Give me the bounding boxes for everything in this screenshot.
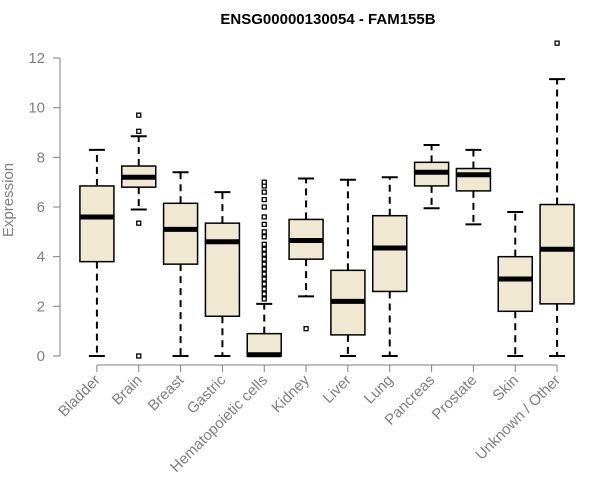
box-rect-7 bbox=[372, 214, 408, 293]
y-tick-label-12: 12 bbox=[28, 50, 45, 67]
outlier-4-3 bbox=[261, 281, 267, 287]
outlier-4-12 bbox=[261, 234, 267, 240]
outlier-4-14 bbox=[261, 221, 267, 228]
x-tick-label-6: Liver bbox=[320, 372, 355, 407]
x-tick-label-0: Bladder bbox=[55, 372, 104, 421]
outlier-1-0 bbox=[136, 112, 142, 118]
outlier-1-3 bbox=[136, 353, 142, 359]
y-axis-label: Expression bbox=[0, 163, 17, 237]
box-10 bbox=[497, 210, 533, 357]
outlier-4-1 bbox=[261, 291, 267, 297]
box-6 bbox=[330, 178, 366, 357]
box-5 bbox=[288, 177, 324, 332]
box-3 bbox=[204, 191, 241, 357]
box-4 bbox=[246, 179, 282, 358]
box-rect-10 bbox=[497, 255, 533, 313]
box-rect-3 bbox=[204, 222, 241, 318]
outlier-4-5 bbox=[261, 271, 267, 277]
outlier-4-8 bbox=[261, 256, 267, 262]
outlier-4-9 bbox=[261, 251, 267, 257]
box-rect-0 bbox=[79, 185, 115, 263]
y-tick-label-8: 8 bbox=[37, 149, 45, 166]
box-8 bbox=[413, 143, 450, 210]
outlier-4-16 bbox=[261, 204, 267, 210]
outlier-4-11 bbox=[261, 241, 267, 247]
y-tick-label-10: 10 bbox=[28, 100, 45, 117]
box-rect-9 bbox=[455, 167, 492, 192]
x-tick-label-7: Lung bbox=[361, 372, 397, 408]
y-tick-label-6: 6 bbox=[37, 199, 45, 216]
outlier-1-1 bbox=[136, 128, 142, 134]
outlier-4-6 bbox=[261, 266, 267, 272]
outlier-11-0 bbox=[554, 40, 560, 46]
y-tick-label-2: 2 bbox=[37, 298, 45, 315]
outlier-4-13 bbox=[261, 229, 267, 235]
outlier-4-7 bbox=[261, 261, 267, 267]
box-rect-2 bbox=[162, 202, 199, 265]
box-0 bbox=[79, 148, 115, 357]
outlier-4-15 bbox=[261, 214, 267, 220]
outlier-1-2 bbox=[136, 220, 142, 226]
x-tick-label-9: Prostate bbox=[429, 372, 481, 424]
box-11 bbox=[539, 40, 575, 357]
x-tick-label-2: Breast bbox=[145, 371, 188, 414]
box-1 bbox=[121, 112, 157, 359]
y-axis: 0 2 4 6 8 10 12 bbox=[28, 50, 61, 365]
x-tick-label-5: Kidney bbox=[268, 371, 313, 416]
outlier-4-2 bbox=[261, 286, 267, 292]
y-tick-label-4: 4 bbox=[37, 249, 45, 266]
outlier-4-10 bbox=[261, 246, 267, 252]
outlier-4-4 bbox=[261, 276, 267, 282]
box-rect-11 bbox=[539, 203, 575, 305]
outlier-5-0 bbox=[303, 326, 309, 332]
outlier-4-18 bbox=[261, 189, 267, 195]
box-2 bbox=[162, 171, 199, 357]
y-tick-label-0: 0 bbox=[37, 348, 45, 365]
outlier-4-20 bbox=[261, 179, 267, 185]
boxes bbox=[79, 40, 575, 359]
outlier-4-17 bbox=[261, 196, 267, 203]
chart-title: ENSG00000130054 - FAM155B bbox=[220, 11, 435, 28]
outlier-4-0 bbox=[261, 296, 267, 302]
x-tick-label-1: Brain bbox=[109, 372, 146, 409]
x-tick-label-10: Skin bbox=[489, 372, 522, 405]
box-7 bbox=[372, 176, 408, 357]
box-9 bbox=[455, 148, 492, 226]
